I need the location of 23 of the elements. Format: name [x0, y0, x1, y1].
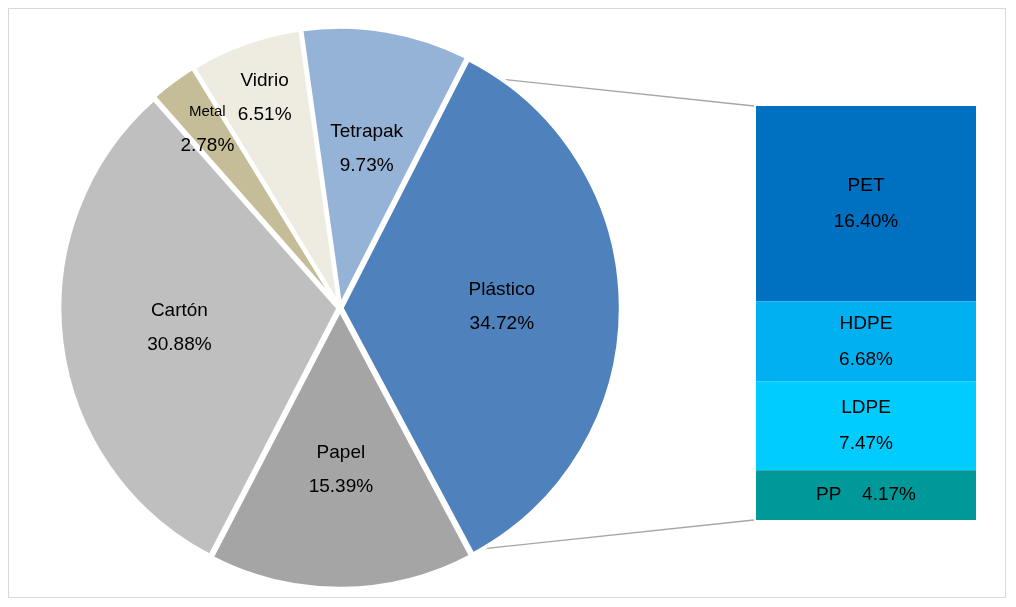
bar: [756, 301, 976, 382]
slice-label: Cartón: [150, 299, 208, 321]
text: PP 4.17%: [816, 483, 916, 505]
slice-label: Papel: [316, 441, 366, 463]
slice-label: Plástico: [468, 277, 536, 299]
data-label: 7.47%: [839, 431, 894, 453]
slice-label: Metal: [189, 101, 226, 119]
series-label: PET: [847, 174, 885, 196]
data-label: 6.68%: [839, 347, 894, 369]
data-label: 15.39%: [308, 475, 374, 497]
data-label: 30.88%: [147, 333, 212, 355]
series-label: HDPE: [839, 311, 893, 333]
bar: [756, 106, 976, 302]
data-label: 9.73%: [339, 153, 394, 175]
series-label: LDPE: [841, 395, 891, 417]
data-label: 34.72%: [469, 311, 535, 333]
slice-label: Vidrio: [240, 69, 289, 91]
bar: [756, 470, 976, 520]
data-label: 2.78%: [180, 133, 235, 155]
data-label: 6.51%: [237, 103, 292, 125]
bar: [756, 381, 976, 471]
slice-label: Tetrapak: [330, 119, 404, 141]
data-label: 16.40%: [833, 210, 899, 232]
